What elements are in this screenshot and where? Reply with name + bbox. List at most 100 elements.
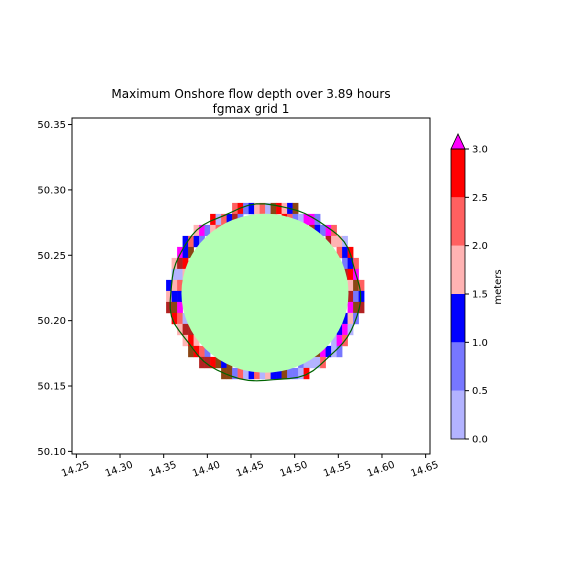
colorbar-segment (451, 390, 465, 439)
edge-cell (182, 235, 189, 248)
edge-cell (325, 345, 332, 358)
x-axis: 14.25 14.30 14.35 14.40 14.45 14.50 14.55 14.60… (60, 454, 440, 480)
y-axis: 50.10 50.15 50.20 50.25 50.30 50.35 (37, 120, 72, 458)
edge-cell (347, 246, 354, 259)
edge-cell (336, 246, 343, 259)
edge-cell (204, 224, 211, 237)
edge-cell (182, 323, 189, 336)
edge-cell (309, 356, 315, 369)
edge-cell (237, 367, 244, 380)
edge-cell (347, 323, 354, 336)
edge-cell (171, 290, 178, 303)
x-tick-label: 14.25 (60, 460, 91, 480)
colorbar-segment (451, 245, 465, 294)
edge-cell (177, 323, 183, 336)
edge-cell (303, 213, 310, 226)
edge-cell (270, 202, 277, 215)
edge-cell (254, 367, 260, 380)
edge-cell (182, 246, 189, 259)
edge-cell (287, 367, 293, 380)
edge-cell (314, 213, 321, 226)
y-tick-label: 50.10 (37, 447, 66, 458)
edge-cell (226, 213, 233, 226)
edge-cell (215, 213, 222, 226)
edge-cell (182, 312, 189, 325)
colorbar-segment (451, 197, 465, 246)
edge-cell (320, 224, 326, 237)
colorbar-label: meters (493, 269, 504, 304)
edge-cell (193, 235, 200, 248)
edge-cell (259, 367, 266, 380)
edge-cell (204, 345, 211, 358)
y-tick-label: 50.20 (37, 316, 66, 327)
edge-cell (221, 213, 227, 226)
edge-cell (171, 301, 178, 314)
edge-cell (188, 345, 194, 358)
edge-cell (259, 202, 266, 215)
edge-cell (331, 224, 337, 237)
edge-cell (166, 301, 172, 314)
edge-cell (314, 356, 321, 369)
edge-cell (347, 257, 354, 270)
y-tick-label: 50.35 (37, 120, 66, 131)
colorbar-segments (451, 149, 465, 439)
onshore-interior (181, 213, 349, 373)
edge-cell (298, 367, 304, 380)
edge-cell (177, 257, 183, 270)
y-tick-label: 50.25 (37, 251, 66, 262)
edge-cell (336, 323, 343, 336)
edge-cell (281, 202, 288, 215)
edge-cell (177, 301, 183, 314)
edge-cell (347, 290, 354, 303)
edge-cell (188, 246, 194, 259)
x-tick-label: 14.40 (191, 460, 222, 480)
edge-cell (347, 268, 354, 281)
edge-cell (243, 367, 249, 380)
colorbar-tick-label: 3.0 (472, 145, 488, 156)
edge-cell (182, 257, 189, 270)
edge-cell (347, 301, 354, 314)
edge-cell (199, 224, 205, 237)
edge-cell (358, 279, 365, 292)
edge-cell (171, 257, 178, 270)
edge-cell (342, 235, 348, 248)
edge-cell (353, 301, 359, 314)
colorbar-tick-label: 2.5 (472, 193, 488, 204)
colorbar-extend-triangle (450, 133, 466, 150)
edge-cell (331, 235, 337, 248)
edge-cell (177, 246, 183, 259)
edge-cell (265, 367, 271, 380)
colorbar-tick-label: 1.5 (472, 290, 488, 301)
edge-cell (226, 367, 233, 380)
edge-cell (303, 367, 310, 380)
edge-cell (336, 235, 343, 248)
edge-cell (276, 367, 282, 380)
colorbar-ticks: 0.0 0.5 1.0 1.5 2.0 2.5 3.0 (465, 145, 488, 446)
edge-cell (342, 312, 348, 325)
edge-cell (188, 334, 194, 347)
edge-cell (193, 345, 200, 358)
edge-cell (358, 301, 365, 314)
edge-cell (353, 290, 359, 303)
edge-cell (248, 202, 255, 215)
edge-cell (303, 356, 310, 369)
colorbar-tick-label: 1.0 (472, 338, 488, 349)
edge-cell (292, 367, 299, 380)
edge-cell (232, 367, 238, 380)
edge-cell (210, 224, 216, 237)
edge-cell (336, 345, 343, 358)
x-tick-label: 14.65 (409, 460, 440, 480)
edge-cell (199, 345, 205, 358)
edge-cell (331, 334, 337, 347)
edge-cell (182, 334, 189, 347)
edge-cell (325, 224, 332, 237)
edge-cell (177, 279, 183, 292)
edge-cell (270, 367, 277, 380)
edge-cell (325, 235, 332, 248)
edge-cell (171, 312, 178, 325)
colorbar-tick-label: 0.5 (472, 386, 488, 397)
colorbar-tick-label: 2.0 (472, 241, 488, 252)
edge-cell (347, 312, 354, 325)
shoreline-contour (169, 203, 362, 382)
edge-cell (336, 334, 343, 347)
